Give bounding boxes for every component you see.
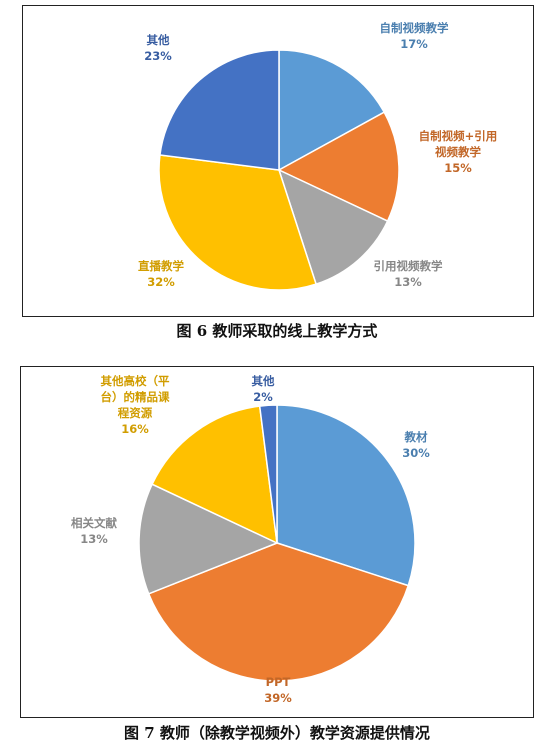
pie-data-label-2: 自制视频+引用视频教学 15% [419, 129, 498, 175]
chart-panel-teaching-methods: 自制视频教学 17% 自制视频+引用视频教学 15% 引用视频教学 13% 直播教学 32% 其… [22, 5, 534, 317]
figure-caption-6: 图 6 教师采取的线上教学方式 [176, 322, 378, 340]
pie-data-label-1: 自制视频教学 17% [380, 21, 449, 51]
pie-slice-3 [277, 168, 389, 286]
pie-data-label-3: 相关文献 13% [71, 516, 117, 546]
pie-data-label-5: 其他 2% [252, 374, 275, 404]
pie-slice-4 [158, 154, 318, 291]
pie-slice-5 [258, 404, 278, 544]
pie-slice-1 [276, 404, 416, 587]
pie-data-label-3: 引用视频教学 13% [374, 259, 443, 289]
pie-slice-3 [138, 483, 279, 595]
pie-slice-2 [147, 542, 410, 682]
pie-data-label-1: 教材 30% [402, 430, 430, 460]
pie-data-label-5: 其他 23% [144, 33, 172, 63]
pie-slice-5 [159, 49, 280, 171]
pie-chart-teaching-methods: 自制视频教学 17% 自制视频+引用视频教学 15% 引用视频教学 13% 直播教学 32% 其… [138, 21, 498, 291]
pie-slice-1 [278, 49, 386, 172]
pie-slice-2 [277, 111, 400, 223]
pie-chart-resources: 教材 30% PPT 39% 相关文献 13% 其他高校（平台）的精品课程资源 16% 其他 2% [71, 374, 430, 705]
pie-slice-4 [151, 405, 278, 545]
figure-caption-7: 图 7 教师（除教学视频外）教学资源提供情况 [124, 724, 430, 742]
pie-data-label-2: PPT 39% [264, 675, 292, 705]
pie-data-label-4: 其他高校（平台）的精品课程资源 16% [101, 374, 170, 436]
chart-panel-resources: 教材 30% PPT 39% 相关文献 13% 其他高校（平台）的精品课程资源 16% 其他 2% [20, 366, 534, 718]
pie-data-label-4: 直播教学 32% [138, 259, 184, 289]
